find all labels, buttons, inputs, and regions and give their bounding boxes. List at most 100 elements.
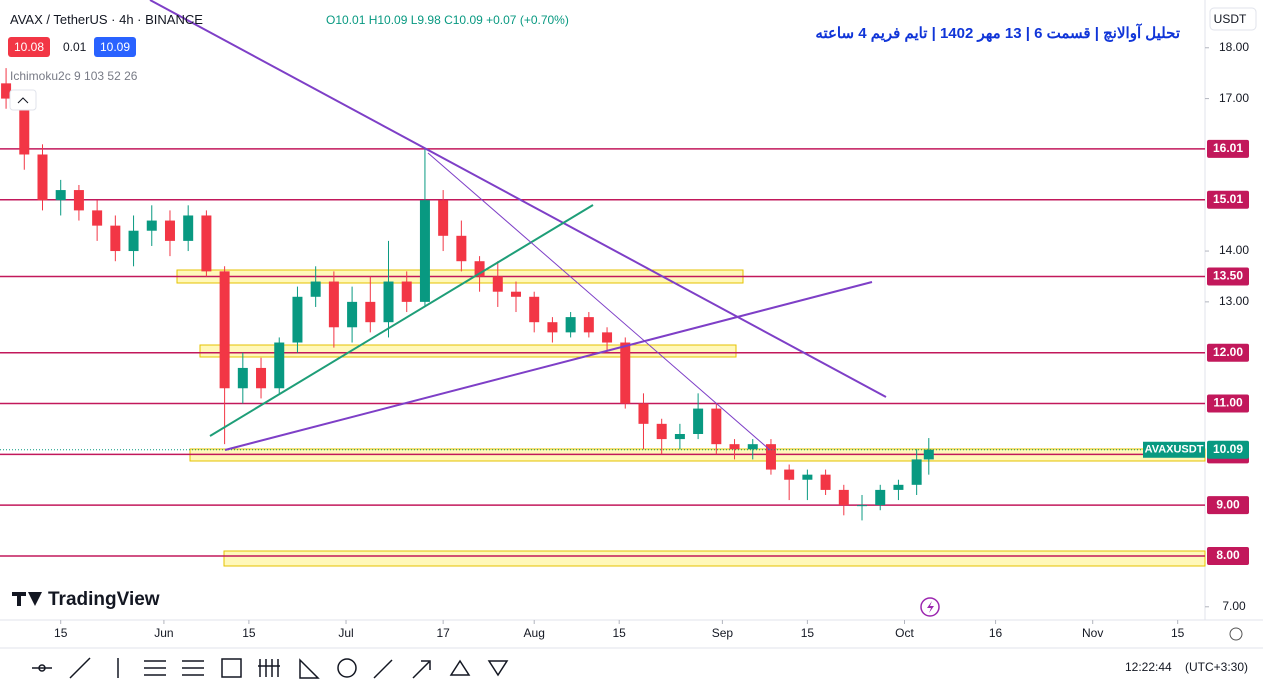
level-label-box — [1207, 190, 1249, 209]
candle-body — [857, 505, 868, 507]
y-tick-label: 17.00 — [1219, 91, 1249, 105]
timezone: (UTC+3:30) — [1185, 660, 1248, 674]
alert-icon — [927, 601, 934, 613]
trendline — [427, 152, 771, 451]
candle-body — [547, 322, 558, 333]
candle-body — [73, 190, 84, 211]
x-tick-label: Jul — [338, 626, 353, 640]
candle-body — [765, 444, 776, 470]
level-label: 16.01 — [1213, 141, 1243, 155]
level-label-box — [1207, 139, 1249, 158]
candle-body — [784, 469, 795, 480]
trendline — [209, 204, 594, 437]
settings-icon[interactable] — [1229, 627, 1243, 641]
alert-icon[interactable] — [920, 597, 940, 617]
trendlines — [149, 0, 887, 451]
candle-body — [638, 403, 649, 424]
ohlc: O10.01 H10.09 L9.98 C10.09 +0.07 (+0.70%… — [326, 13, 569, 27]
ask[interactable]: 10.09 — [94, 37, 137, 57]
indicator: Ichimoku2c 9 103 52 26 — [10, 69, 138, 83]
candle-body — [620, 342, 631, 404]
candle-body — [820, 474, 831, 490]
level-label-box — [1207, 546, 1249, 565]
candle-body — [456, 235, 467, 262]
level-label-box — [1207, 496, 1249, 515]
zone — [223, 550, 1206, 567]
tool-icon[interactable] — [144, 660, 166, 676]
candles — [0, 68, 1205, 521]
candle-body — [110, 225, 121, 252]
axes: 18.00 17.00 14.00 13.00 7.00 15 Jun 15 Jul 17 Aug 1… — [54, 40, 1249, 640]
candle-body — [674, 434, 685, 440]
series-label-box — [1143, 441, 1205, 458]
x-tick-label: 15 — [1171, 626, 1185, 640]
x-tick-label: 15 — [613, 626, 627, 640]
x-tick-label: 15 — [801, 626, 815, 640]
candle-body — [55, 190, 66, 201]
bid[interactable]: 10.08 — [8, 37, 51, 57]
clock: 12:22:44 — [1125, 660, 1172, 674]
y-tick-label: 14.00 — [1219, 243, 1249, 257]
level-label: 12.00 — [1213, 345, 1243, 359]
candle-body — [923, 449, 934, 460]
candle-body — [583, 317, 594, 333]
x-tick-label: Jun — [154, 626, 173, 640]
tool-icon[interactable] — [221, 658, 242, 678]
tool-icon[interactable] — [412, 660, 431, 679]
candle-body — [347, 301, 358, 328]
x-tick-label: 17 — [436, 626, 450, 640]
candle-body — [438, 200, 449, 236]
tool-icon[interactable] — [449, 659, 471, 676]
x-tick-label: Oct — [895, 626, 914, 640]
y-tick-label: 18.00 — [1219, 40, 1249, 54]
candle-body — [492, 276, 503, 292]
tool-icon[interactable] — [299, 658, 320, 679]
level-label: 15.01 — [1213, 192, 1243, 206]
candle-body — [510, 291, 521, 297]
level-label: 11.00 — [1213, 396, 1243, 410]
tool-icon[interactable] — [373, 659, 393, 679]
currency-button[interactable] — [1209, 7, 1257, 31]
x-tick-label: Aug — [524, 626, 545, 640]
brand: TradingView — [48, 589, 160, 610]
x-tick-label: 15 — [242, 626, 256, 640]
tool-icon[interactable] — [69, 657, 91, 679]
candle-body — [128, 230, 139, 252]
candle-body — [328, 281, 339, 328]
x-tick-label: Nov — [1082, 626, 1103, 640]
tool-icon[interactable] — [337, 658, 357, 678]
zone — [199, 344, 737, 358]
level-label: 9.00 — [1216, 497, 1240, 511]
candle-body — [565, 317, 576, 333]
collapse-icon — [17, 97, 29, 104]
candle-body — [911, 459, 922, 485]
toolbar — [32, 657, 509, 679]
candle-body — [19, 98, 30, 155]
x-tick-label: 15 — [54, 626, 68, 640]
tool-icon[interactable] — [487, 660, 509, 677]
level-label-box — [1207, 343, 1249, 362]
candle-body — [1, 83, 12, 99]
tool-icon[interactable] — [258, 659, 280, 677]
collapse-button[interactable] — [9, 89, 37, 111]
trendline — [224, 281, 873, 451]
chart-title: تحلیل آوالانچ | قسمت 6 | 13 مهر 1402 | ت… — [815, 25, 1180, 42]
candle-body — [92, 210, 103, 226]
tool-icon[interactable] — [182, 660, 204, 676]
level-label: 13.50 — [1213, 269, 1243, 283]
candle-body — [310, 281, 321, 297]
last-price-box — [1207, 440, 1249, 459]
candle-body — [875, 489, 886, 506]
candle-body — [201, 215, 212, 272]
candle-body — [219, 271, 230, 389]
y-tick-label: 7.00 — [1222, 599, 1246, 613]
symbol[interactable]: AVAX / TetherUS · 4h · BINANCE — [10, 12, 203, 27]
level-label-box — [1207, 394, 1249, 413]
candle-body — [401, 281, 412, 302]
candle-body — [383, 281, 394, 323]
tool-icon[interactable] — [32, 664, 52, 672]
candle-body — [656, 423, 667, 440]
currency: USDT — [1214, 12, 1247, 26]
